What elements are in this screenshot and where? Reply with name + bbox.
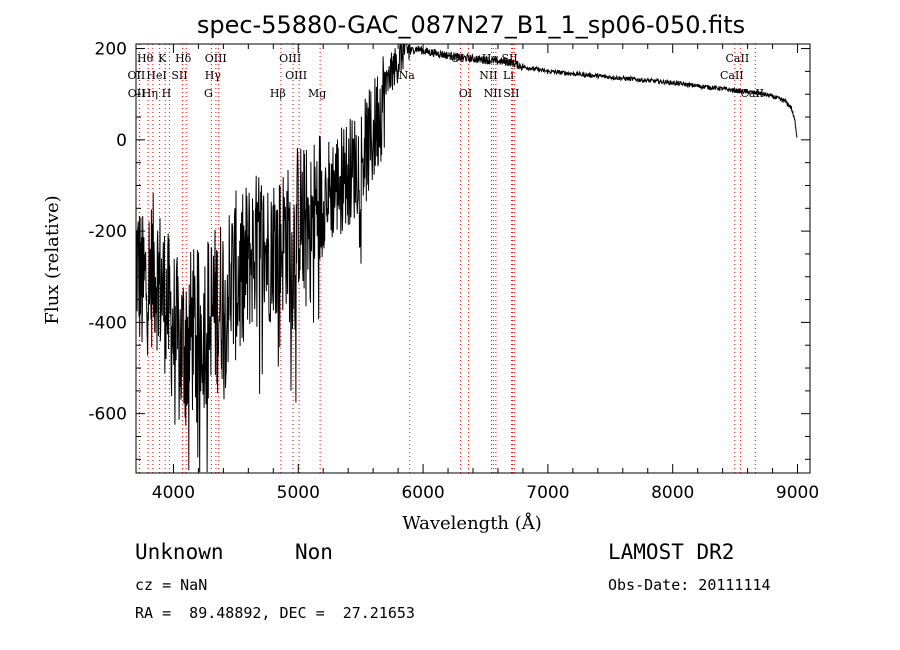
spectral-line-label: CaII	[720, 69, 744, 82]
x-tick-label: 6000	[401, 483, 444, 503]
spectral-line-label: NII	[479, 69, 497, 82]
spectral-line-label: CaII	[726, 52, 750, 65]
spectral-line-label: OIII	[279, 52, 301, 65]
spectral-line-label: Hη	[142, 87, 158, 100]
spectral-subclass: Non	[295, 540, 333, 564]
spectral-line-label: K	[158, 52, 167, 65]
survey-name: LAMOST DR2	[608, 540, 735, 564]
spectral-line-label: H	[162, 87, 172, 100]
spectral-class: Unknown	[135, 540, 224, 564]
spectral-line-label: Li	[503, 69, 514, 82]
x-tick-label: 7000	[526, 483, 569, 503]
spectral-line-label: G	[204, 87, 213, 100]
observation-date: Obs-Date: 20111114	[608, 576, 771, 594]
spectral-line-label: OIII	[285, 69, 307, 82]
x-tick-label: 9000	[776, 483, 819, 503]
spectral-line-label: SII	[503, 87, 519, 100]
y-tick-label: 200	[95, 40, 127, 60]
x-tick-label: 4000	[152, 483, 195, 503]
flux-series-line	[135, 43, 798, 473]
spectral-line-label: OII	[128, 87, 146, 100]
x-tick-label: 5000	[277, 483, 320, 503]
spectral-line-label: Na	[399, 69, 416, 82]
spectral-line-label: OI	[459, 87, 472, 100]
y-tick-label: -400	[88, 313, 127, 333]
spectral-line-label: Hδ	[175, 52, 192, 65]
spectral-line-label: Mg	[308, 87, 326, 100]
y-tick-label: -200	[88, 222, 127, 242]
spectral-line-label: OIII	[205, 52, 227, 65]
spectral-line-label: Hγ	[205, 69, 222, 82]
plot-frame	[135, 43, 811, 474]
redshift-value: cz = NaN	[135, 576, 208, 594]
spectral-line-label: Hθ	[137, 52, 154, 65]
y-axis-label: Flux (relative)	[42, 195, 63, 324]
x-axis-label: Wavelength (Å)	[402, 512, 542, 534]
axis-ticks: 4000 5000 6000 7000 8000 9000 -600 -400 -200 0 200	[88, 40, 819, 503]
chart-title: spec-55880-GAC_087N27_B1_1_sp06-050.fits	[197, 11, 745, 39]
spectral-line-label: NII	[484, 87, 502, 100]
y-tick-label: -600	[88, 405, 127, 425]
coordinates: RA = 89.48892, DEC = 27.21653	[135, 604, 415, 622]
spectral-line-label: Hβ	[270, 87, 286, 100]
y-tick-label: 0	[116, 131, 127, 151]
spectral-line-label: SII	[171, 69, 187, 82]
x-tick-label: 8000	[651, 483, 694, 503]
spectral-line-label: HeI	[146, 69, 166, 82]
